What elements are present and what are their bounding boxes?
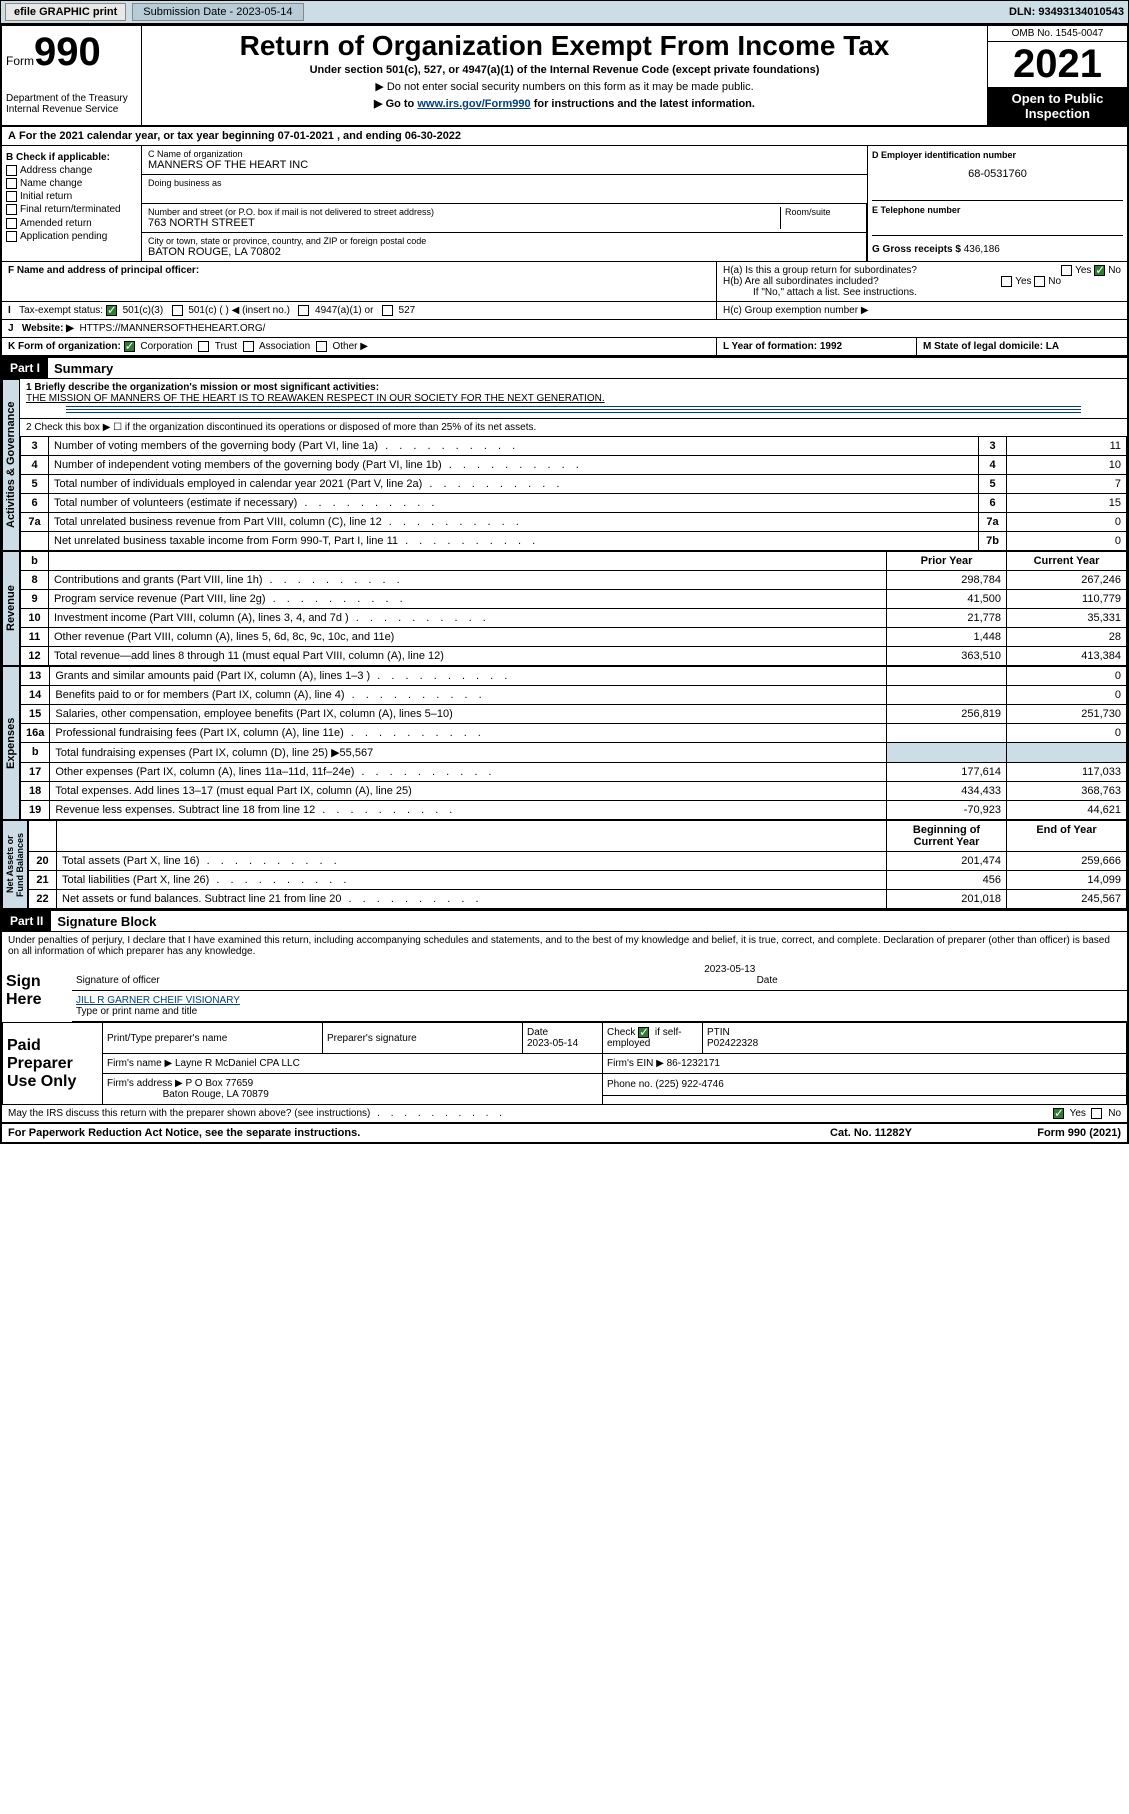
penalty-statement: Under penalties of perjury, I declare th… [2,932,1127,960]
form-header: Form990 Department of the Treasury Inter… [2,26,1127,127]
ptin: P02422328 [707,1038,758,1049]
h-b-note: If "No," attach a list. See instructions… [723,287,1121,298]
submission-date: Submission Date - 2023-05-14 [132,3,303,21]
open-inspection: Open to Public Inspection [988,87,1127,125]
part2-bar: Part II [2,911,51,931]
form-title: Return of Organization Exempt From Incom… [152,30,977,62]
vtab-revenue: Revenue [2,551,20,666]
chk-address[interactable]: Address change [6,165,137,176]
mission-lbl: 1 Briefly describe the organization's mi… [26,382,1121,393]
expenses-table: 13Grants and similar amounts paid (Part … [20,666,1127,820]
ein: 68-0531760 [872,160,1123,180]
chk-self-employed[interactable] [638,1027,649,1038]
line-l: L Year of formation: 1992 [717,338,917,355]
irs-link[interactable]: www.irs.gov/Form990 [417,98,530,110]
paperwork-notice: For Paperwork Reduction Act Notice, see … [8,1127,771,1139]
firm-name: Layne R McDaniel CPA LLC [175,1058,300,1069]
prep-date: 2023-05-14 [527,1038,578,1049]
f-officer: F Name and address of principal officer: [2,262,717,301]
omb-number: OMB No. 1545-0047 [988,26,1127,42]
line-j: J Website: ▶ HTTPS://MANNERSOFTHEHEART.O… [2,320,1127,338]
firm-phone: (225) 922-4746 [655,1079,723,1090]
sign-here-block: Sign Here 2023-05-13Signature of officer… [2,960,1127,1022]
subtitle-2a: ▶ Do not enter social security numbers o… [152,80,977,93]
chk-final[interactable]: Final return/terminated [6,204,137,215]
vtab-activities: Activities & Governance [2,379,20,551]
goto-prefix: ▶ Go to [374,98,417,110]
tax-year: 2021 [988,42,1127,87]
form-990: Form990 Department of the Treasury Inter… [0,24,1129,1144]
g-lbl: G Gross receipts $ [872,244,961,255]
chk-501c[interactable] [172,305,183,316]
room-lbl: Room/suite [785,207,860,217]
paid-prep-lbl: Paid Preparer Use Only [3,1023,103,1105]
dln: DLN: 93493134010543 [1009,6,1124,18]
goto-suffix: for instructions and the latest informat… [531,98,755,110]
firm-addr2: Baton Rouge, LA 70879 [163,1089,269,1100]
d-lbl: D Employer identification number [872,150,1123,160]
chk-trust[interactable] [198,341,209,352]
form-number: 990 [34,30,101,74]
dba-lbl: Doing business as [148,178,861,188]
netassets-table: Beginning of Current YearEnd of Year 20T… [28,820,1127,909]
line-2: 2 Check this box ▶ ☐ if the organization… [20,419,1127,436]
org-name: MANNERS OF THE HEART INC [148,159,861,171]
chk-discuss-yes[interactable] [1053,1108,1064,1119]
e-lbl: E Telephone number [872,205,1123,215]
dept-label: Department of the Treasury Internal Reve… [6,75,137,115]
subtitle-1: Under section 501(c), 527, or 4947(a)(1)… [152,64,977,76]
cat-no: Cat. No. 11282Y [771,1127,971,1139]
b-header: B Check if applicable: [6,152,137,163]
sig-officer-lbl: Signature of officer [76,975,160,986]
chk-4947[interactable] [298,305,309,316]
vtab-expenses: Expenses [2,666,20,820]
h-c: H(c) Group exemption number ▶ [717,302,1127,319]
chk-assoc[interactable] [243,341,254,352]
form-id: Form 990 (2021) [971,1127,1121,1139]
h-a: H(a) Is this a group return for subordin… [723,265,1121,276]
part2-title: Signature Block [51,912,162,931]
mission-text: THE MISSION OF MANNERS OF THE HEART IS T… [26,393,1121,404]
gross-receipts: 436,186 [964,244,1000,255]
officer-name[interactable]: JILL R GARNER CHEIF VISIONARY [76,995,240,1006]
street: 763 NORTH STREET [148,217,780,229]
chk-discuss-no[interactable] [1091,1108,1102,1119]
chk-501c3[interactable] [106,305,117,316]
page-footer: For Paperwork Reduction Act Notice, see … [2,1123,1127,1142]
chk-corp[interactable] [124,341,135,352]
line-i: I Tax-exempt status: 501(c)(3) 501(c) ( … [8,305,710,316]
vtab-netassets: Net Assets orFund Balances [2,820,28,909]
gov-table: 3Number of voting members of the governi… [20,436,1127,551]
line-a: A For the 2021 calendar year, or tax yea… [2,127,1127,146]
firm-ein: 86-1232171 [667,1058,720,1069]
sign-here-lbl: Sign Here [2,960,72,1022]
prep-sig-col: Preparer's signature [323,1023,523,1054]
officer-name-lbl: Type or print name and title [76,1006,197,1017]
chk-name[interactable]: Name change [6,178,137,189]
top-bar: efile GRAPHIC print Submission Date - 20… [0,0,1129,24]
h-b: H(b) Are all subordinates included? Yes … [723,276,1121,287]
chk-527[interactable] [382,305,393,316]
chk-pending[interactable]: Application pending [6,231,137,242]
part1-bar: Part I [2,358,48,378]
street-lbl: Number and street (or P.O. box if mail i… [148,207,780,217]
c-name-lbl: C Name of organization [148,149,861,159]
discuss-line: May the IRS discuss this return with the… [2,1105,1127,1123]
tax-year-text: For the 2021 calendar year, or tax year … [19,130,461,142]
prep-name-col: Print/Type preparer's name [103,1023,323,1054]
form-label: Form [6,54,34,68]
city: BATON ROUGE, LA 70802 [148,246,860,258]
chk-amended[interactable]: Amended return [6,218,137,229]
city-lbl: City or town, state or province, country… [148,236,860,246]
line-m: M State of legal domicile: LA [917,338,1127,355]
chk-other[interactable] [316,341,327,352]
chk-initial[interactable]: Initial return [6,191,137,202]
revenue-table: bPrior YearCurrent Year 8Contributions a… [20,551,1127,666]
part1-title: Summary [48,359,119,378]
line-k: K Form of organization: Corporation Trus… [2,338,717,355]
efile-button[interactable]: efile GRAPHIC print [5,3,126,21]
paid-preparer-block: Paid Preparer Use Only Print/Type prepar… [2,1022,1127,1105]
sig-date-lbl: Date [757,975,1123,986]
firm-addr1: P O Box 77659 [186,1078,254,1089]
